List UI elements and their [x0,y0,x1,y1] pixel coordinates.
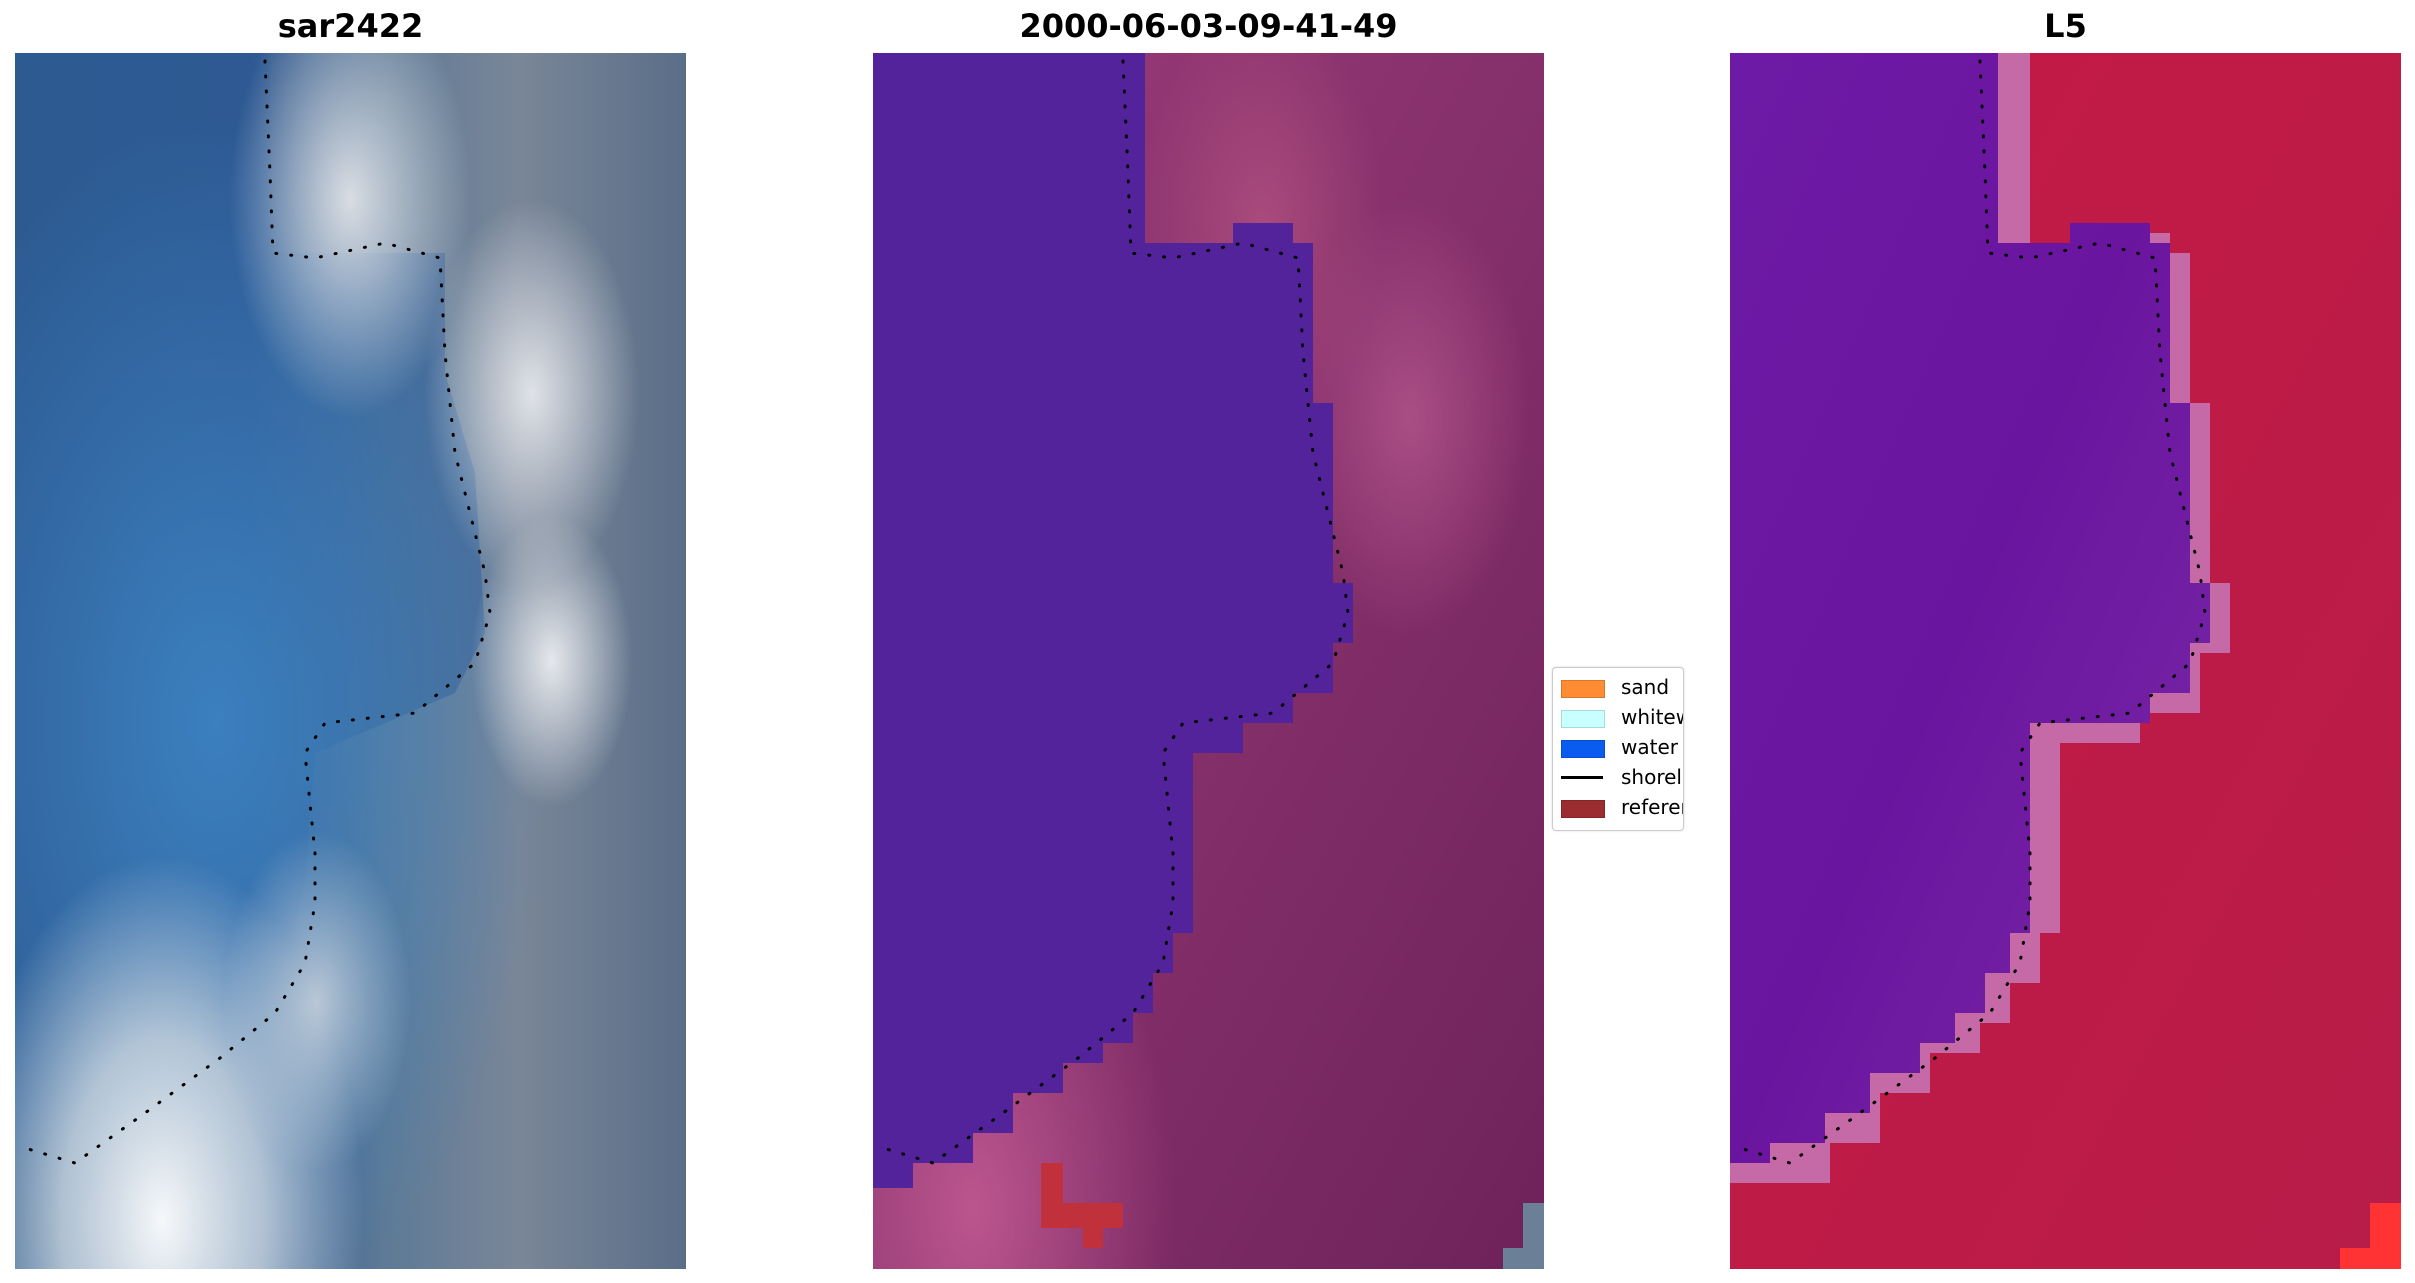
legend-label: water [1621,735,1678,759]
index-image [1730,53,2401,1269]
legend-label: sand [1621,675,1670,699]
panel-title-rgb: sar2422 [277,7,424,45]
shoreline [1738,59,2207,1165]
water-swatch [1561,740,1605,758]
water-class-region [873,53,1353,1188]
classification-panel [873,53,1544,1269]
whitewater-swatch [1561,710,1605,728]
reference-shoreline-swatch [1561,800,1605,818]
shoreline [881,59,1350,1165]
classification-image [873,53,1544,1269]
panel-title-index: L5 [2044,7,2087,45]
reference-shoreline-patch [1041,1163,1123,1248]
legend-item-reference-shoreline: reference shoreline [1553,795,1683,819]
sand-swatch [1561,680,1605,698]
panel-title-classification: 2000-06-03-09-41-49 [1019,7,1398,45]
index-panel [1730,53,2401,1269]
legend-item-sand: sand [1553,675,1683,699]
index-water-region [1730,53,2210,1163]
legend-item-shoreline: shoreline [1553,765,1683,789]
shoreline [23,59,492,1165]
shoreline-line-icon [1561,776,1603,779]
legend-label: reference shoreline [1621,795,1683,819]
rgb-image [15,53,686,1269]
rgb-image-panel [15,53,686,1269]
legend-label: shoreline [1621,765,1683,789]
legend-item-water: water [1553,735,1683,759]
